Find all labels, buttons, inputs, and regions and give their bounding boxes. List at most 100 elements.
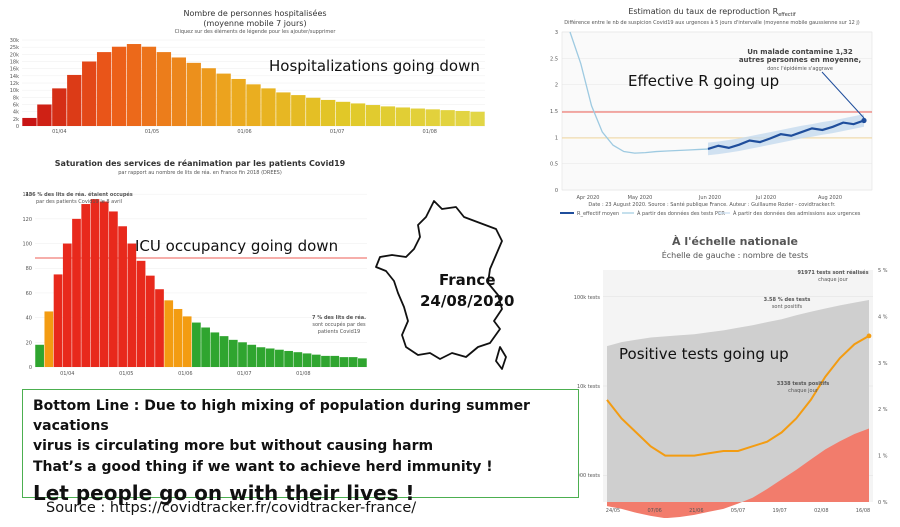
hosp-ytick: 2k <box>13 117 19 123</box>
icu-peak-annotation-1: 136 % des lits de réa. étaient occupés <box>25 191 133 198</box>
tests-ytick-left: 10k tests <box>577 384 600 390</box>
r-ytick: 1 <box>555 135 558 141</box>
pct-annot-1: 3.58 % des tests <box>764 297 811 303</box>
icu-end-annotation-1: 7 % des lits de réa. <box>312 314 366 321</box>
hospitalizations-chart: Nombre de personnes hospitalisées (moyen… <box>0 0 490 140</box>
r-ytick: 2.5 <box>550 56 558 62</box>
tests-xtick: 19/07 <box>772 508 786 514</box>
tests-xtick: 24/05 <box>606 508 620 514</box>
hosp-bar <box>306 97 321 126</box>
tests-subtitle: Échelle de gauche : nombre de tests <box>662 249 809 260</box>
icu-bar <box>62 243 72 367</box>
hosp-bar <box>410 108 425 126</box>
icu-ytick: 60 <box>26 291 32 297</box>
tests-title: À l'échelle nationale <box>672 235 798 248</box>
hosp-ytick: 30k <box>10 38 19 44</box>
hosp-bar <box>141 46 157 126</box>
icu-subtitle: par rapport au nombre de lits de réa. en… <box>118 169 282 176</box>
effective-r-chart: Estimation du taux de reproduction Reffe… <box>540 0 880 222</box>
icu-chart: Saturation des services de réanimation p… <box>15 150 375 380</box>
hosp-ytick: 6k <box>13 103 19 109</box>
tests-pct-last-point <box>866 333 872 339</box>
positive-tests-chart: À l'échelle nationale Échelle de gauche … <box>565 228 895 518</box>
hosp-bar <box>111 46 127 126</box>
icu-xtick: 01/07 <box>237 371 251 377</box>
r-legend-2: À partir des données des tests PCR <box>637 210 725 217</box>
hosp-bar <box>231 78 246 126</box>
hosp-ytick: 25k <box>10 45 19 51</box>
r-annotation-3: donc l'épidémie s'aggrave <box>767 65 833 72</box>
hosp-caption: Hospitalizations going down <box>269 57 480 75</box>
tests-xtick: 05/07 <box>731 508 745 514</box>
hosp-bar <box>246 84 261 126</box>
hosp-xtick: 01/05 <box>145 129 159 135</box>
hosp-bar <box>276 92 291 126</box>
tests-ytick-right: 5 % <box>878 268 888 274</box>
icu-bar <box>284 350 293 367</box>
icu-bar <box>302 353 312 367</box>
tests-xtick: 07/06 <box>647 508 661 514</box>
r-ytick: 0.5 <box>550 162 558 168</box>
tests-pct-line <box>606 335 870 457</box>
icu-bar <box>256 347 266 367</box>
icu-end-annotation-2: sont occupés par des <box>312 321 366 328</box>
hosp-bar <box>156 52 172 126</box>
hosp-xtick: 01/06 <box>237 129 251 135</box>
icu-bar <box>99 201 109 367</box>
tests-ytick-right: 0 % <box>878 500 888 506</box>
hosp-bar <box>52 88 67 126</box>
hosp-bar <box>425 109 440 126</box>
icu-bar <box>228 339 238 367</box>
tests-xtick: 16/08 <box>856 508 870 514</box>
france-name: France <box>438 271 496 289</box>
hosp-bar <box>350 103 366 126</box>
icu-ytick: 80 <box>26 266 32 272</box>
icu-bar <box>118 226 127 367</box>
hosp-bar <box>67 74 82 126</box>
icu-ytick: 120 <box>22 217 32 223</box>
hosp-bar <box>37 104 52 126</box>
r-legend-1: R_effectif moyen <box>577 211 619 217</box>
hosp-bar <box>440 110 455 126</box>
icu-bar <box>330 355 340 367</box>
hosp-ytick: 20k <box>10 52 19 58</box>
hosp-ytick: 8k <box>13 95 19 101</box>
positive-tests-svg: À l'échelle nationale Échelle de gauche … <box>573 235 888 518</box>
hosp-bar <box>186 62 201 126</box>
icu-bar <box>311 354 321 367</box>
hosp-ytick: 14k <box>10 74 19 80</box>
icu-bar <box>339 357 349 367</box>
r-legend: R_effectif moyen À partir des données de… <box>560 210 861 217</box>
tests-ytick-right: 1 % <box>878 454 888 460</box>
r-xtick: Jul 2020 <box>755 195 776 201</box>
icu-bar <box>219 336 229 367</box>
hosp-ytick: 18k <box>10 60 19 66</box>
hosp-note: Cliquez sur des éléments de légende pour… <box>175 28 337 35</box>
hospitalizations-svg: Nombre de personnes hospitalisées (moyen… <box>10 8 485 135</box>
hosp-ytick: 12k <box>10 81 19 87</box>
pct-annot-2: sont positifs <box>772 304 803 310</box>
source-link[interactable]: Source : https://covidtracker.fr/covidtr… <box>46 500 417 516</box>
r-annotation-2: autres personnes en moyenne, <box>739 56 861 64</box>
icu-bar <box>81 204 91 367</box>
r-ytick: 2 <box>555 83 558 89</box>
icu-bar <box>90 199 100 367</box>
pos-annot-1: 3338 tests positifs <box>777 381 830 387</box>
r-xtick: May 2020 <box>628 195 653 201</box>
icu-xtick: 01/05 <box>119 371 133 377</box>
icu-bar <box>321 355 330 367</box>
icu-bar <box>348 357 358 367</box>
icu-bar <box>265 348 275 367</box>
bottom-line-3: That’s a good thing if we want to achiev… <box>33 459 493 475</box>
tests-total-area <box>607 300 869 502</box>
pos-annot-2: chaque jour <box>788 388 819 394</box>
icu-end-annotation-3: patients Covid19 <box>318 329 360 335</box>
r-last-point <box>861 117 867 124</box>
icu-ytick: 140 <box>22 192 32 198</box>
hosp-bar <box>365 105 381 126</box>
icu-bar <box>155 289 164 367</box>
icu-ytick: 40 <box>26 316 32 322</box>
icu-ytick: 0 <box>29 365 32 371</box>
france-date: 24/08/2020 <box>420 292 515 310</box>
hosp-ytick: 4k <box>13 110 19 116</box>
